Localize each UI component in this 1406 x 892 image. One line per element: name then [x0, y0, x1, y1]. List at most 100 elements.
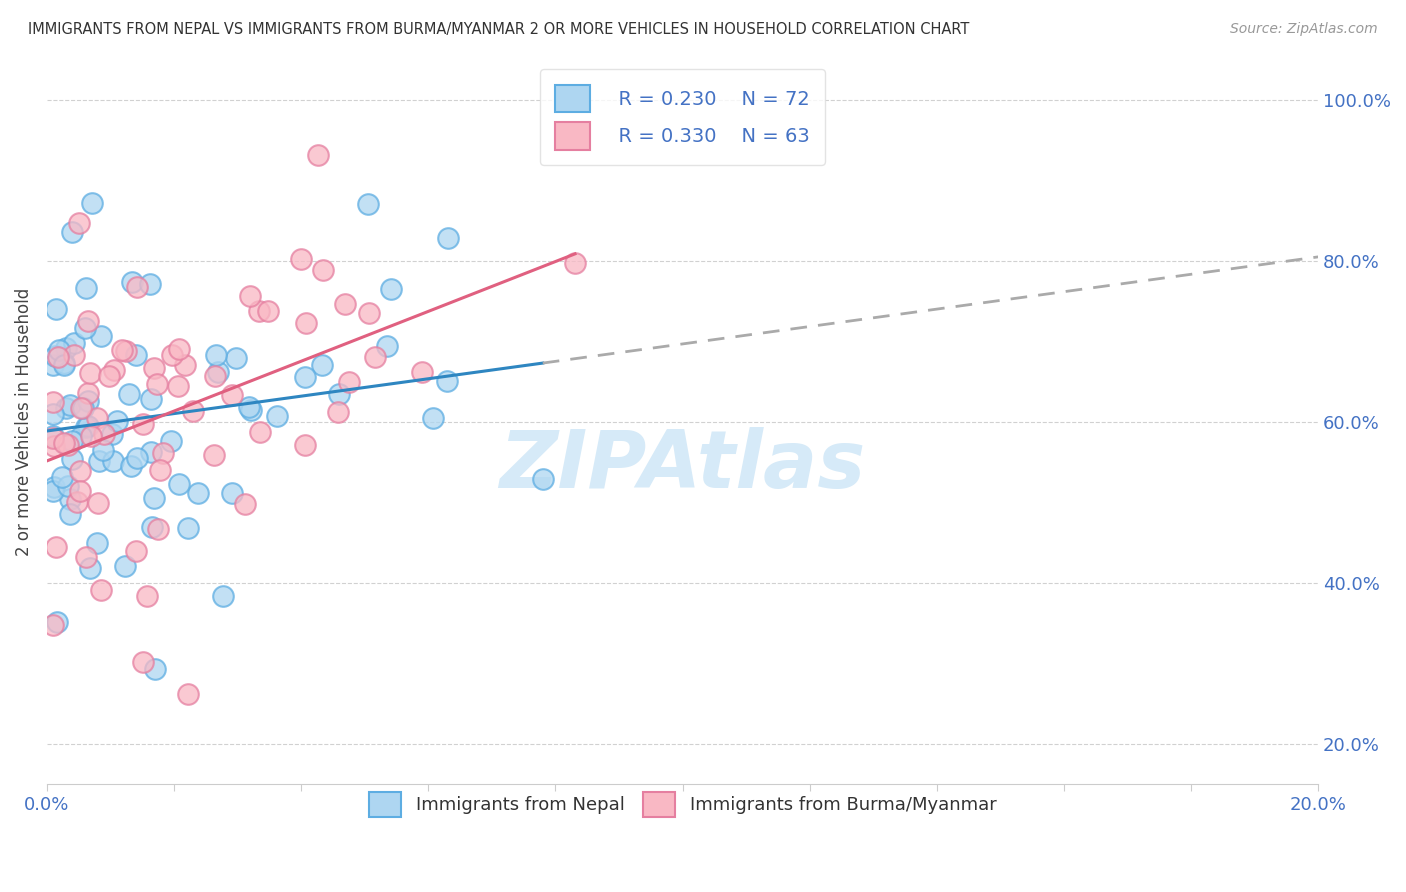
- Point: [53, 355, 76, 369]
- Point: [202, 448, 225, 462]
- Point: [69, 464, 91, 478]
- Point: [152, 446, 174, 460]
- Point: [142, 491, 165, 506]
- Point: [207, 365, 229, 379]
- Point: [221, 388, 243, 402]
- Point: [118, 386, 141, 401]
- Point: [59, 507, 82, 521]
- Point: [80, 195, 103, 210]
- Point: [211, 589, 233, 603]
- Point: [422, 411, 444, 425]
- Point: [177, 521, 200, 535]
- Point: [100, 427, 122, 442]
- Point: [55, 341, 77, 355]
- Point: [125, 348, 148, 362]
- Point: [59, 492, 82, 507]
- Point: [46, 351, 69, 365]
- Point: [357, 306, 380, 320]
- Point: [167, 379, 190, 393]
- Point: [149, 463, 172, 477]
- Point: [167, 476, 190, 491]
- Point: [146, 522, 169, 536]
- Point: [143, 662, 166, 676]
- Point: [204, 369, 226, 384]
- Point: [120, 459, 142, 474]
- Point: [176, 687, 198, 701]
- Point: [225, 351, 247, 366]
- Point: [266, 409, 288, 423]
- Point: [127, 450, 149, 465]
- Point: [311, 359, 333, 373]
- Point: [45, 302, 67, 317]
- Point: [357, 196, 380, 211]
- Point: [77, 394, 100, 409]
- Point: [86, 536, 108, 550]
- Point: [77, 419, 100, 434]
- Point: [142, 360, 165, 375]
- Point: [56, 438, 79, 452]
- Point: [186, 486, 208, 500]
- Point: [105, 414, 128, 428]
- Point: [69, 484, 91, 499]
- Point: [436, 374, 458, 388]
- Point: [141, 445, 163, 459]
- Point: [73, 321, 96, 335]
- Point: [290, 252, 312, 266]
- Point: [375, 339, 398, 353]
- Point: [79, 366, 101, 380]
- Point: [60, 451, 83, 466]
- Point: [411, 365, 433, 379]
- Point: [294, 369, 316, 384]
- Point: [337, 375, 360, 389]
- Point: [162, 348, 184, 362]
- Point: [294, 438, 316, 452]
- Point: [139, 392, 162, 406]
- Point: [312, 263, 335, 277]
- Point: [138, 277, 160, 292]
- Point: [75, 550, 97, 565]
- Point: [86, 410, 108, 425]
- Point: [121, 275, 143, 289]
- Point: [46, 615, 69, 629]
- Point: [58, 479, 80, 493]
- Point: [79, 561, 101, 575]
- Point: [42, 407, 65, 421]
- Point: [132, 656, 155, 670]
- Point: [90, 328, 112, 343]
- Point: [114, 558, 136, 573]
- Point: [531, 472, 554, 486]
- Point: [307, 148, 329, 162]
- Point: [205, 348, 228, 362]
- Point: [59, 398, 82, 412]
- Point: [160, 434, 183, 449]
- Point: [131, 417, 153, 432]
- Point: [42, 617, 65, 632]
- Point: [70, 429, 93, 443]
- Point: [247, 303, 270, 318]
- Point: [67, 216, 90, 230]
- Point: [295, 316, 318, 330]
- Point: [181, 403, 204, 417]
- Point: [72, 401, 94, 415]
- Point: [80, 429, 103, 443]
- Point: [42, 480, 65, 494]
- Point: [98, 368, 121, 383]
- Point: [87, 454, 110, 468]
- Point: [52, 436, 75, 450]
- Point: [76, 385, 98, 400]
- Point: [55, 401, 77, 416]
- Point: [42, 439, 65, 453]
- Point: [239, 289, 262, 303]
- Point: [60, 225, 83, 239]
- Point: [328, 386, 350, 401]
- Point: [63, 348, 86, 362]
- Y-axis label: 2 or more Vehicles in Household: 2 or more Vehicles in Household: [15, 288, 32, 556]
- Text: ZIPAtlas: ZIPAtlas: [499, 426, 866, 505]
- Point: [42, 395, 65, 409]
- Point: [145, 376, 167, 391]
- Point: [436, 231, 458, 245]
- Point: [380, 282, 402, 296]
- Point: [93, 427, 115, 442]
- Point: [90, 582, 112, 597]
- Legend: Immigrants from Nepal, Immigrants from Burma/Myanmar: Immigrants from Nepal, Immigrants from B…: [360, 782, 1005, 826]
